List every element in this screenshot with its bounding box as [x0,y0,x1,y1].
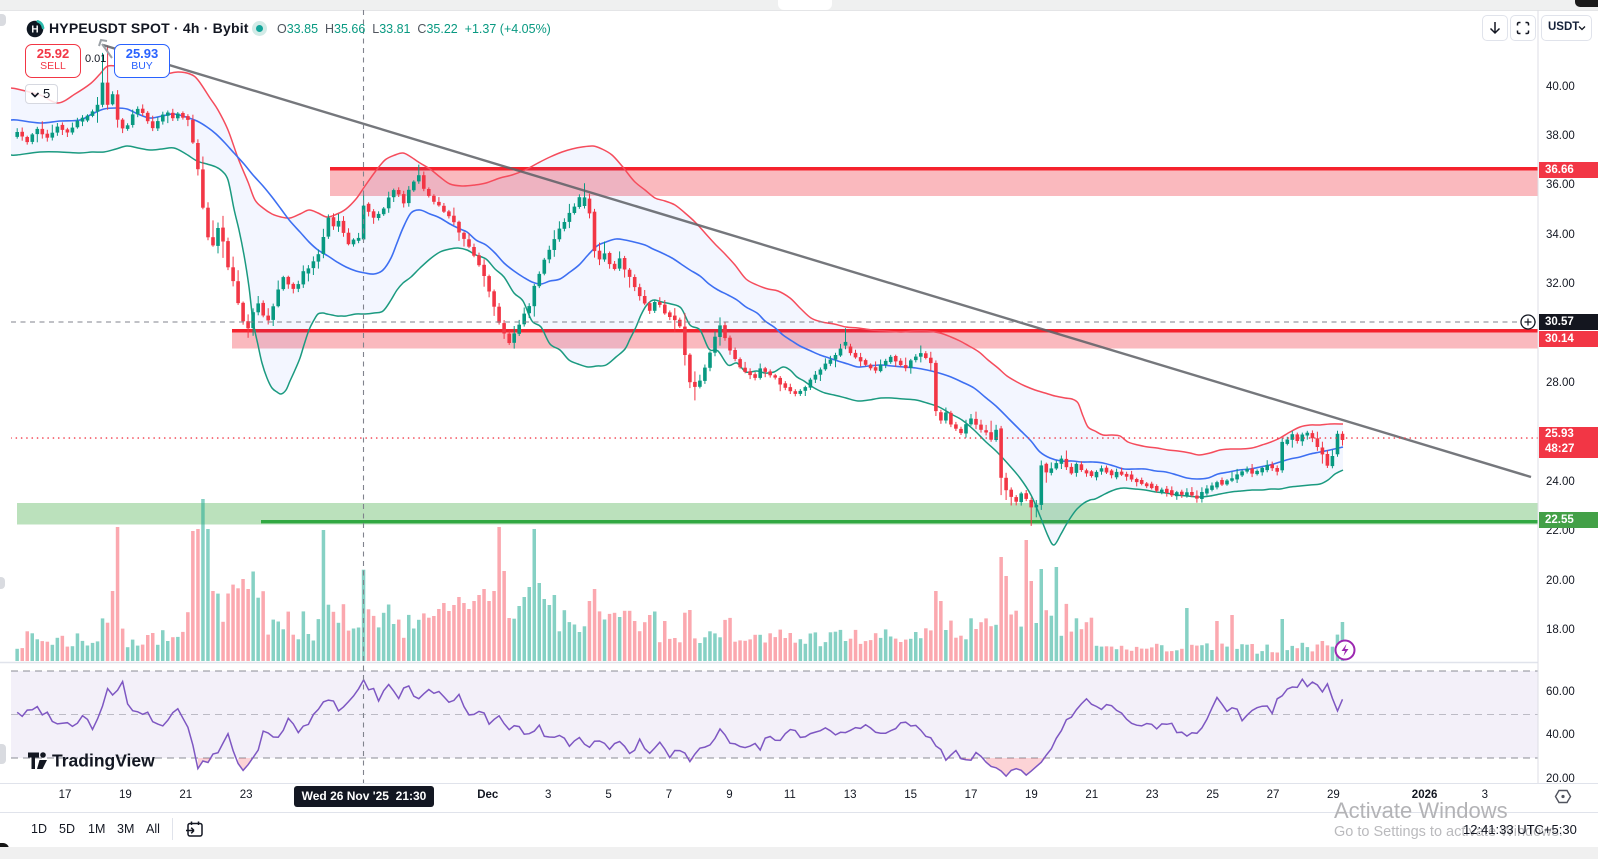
svg-text:TradingView: TradingView [52,751,155,771]
svg-text:H: H [31,24,38,35]
